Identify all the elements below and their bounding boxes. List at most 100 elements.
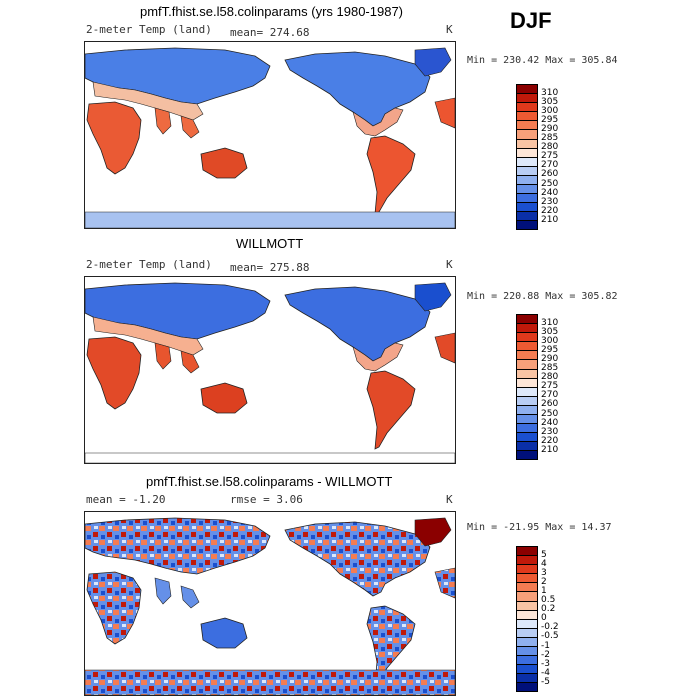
panel-3-map-svg: [85, 517, 455, 695]
europe-wrap-land: [434, 97, 455, 129]
colorbar-tick-label: 1: [541, 585, 547, 596]
colorbar-tick-label: 305: [541, 326, 559, 337]
colorbar-row: 220: [516, 432, 558, 445]
greenland-land: [414, 517, 452, 547]
colorbar-swatch: [516, 323, 538, 333]
colorbar-row: 5: [516, 546, 559, 559]
colorbar-swatch: [516, 386, 538, 396]
panel-1-title: pmfT.fhist.se.l58.colinparams (yrs 1980-…: [140, 4, 404, 19]
colorbar-tick-label: -0.2: [541, 622, 559, 633]
colorbar-swatch: [516, 368, 538, 378]
colorbar-swatch: [516, 165, 538, 175]
colorbar-tick-label: 275: [541, 381, 559, 392]
colorbar-row: 0.2: [516, 600, 559, 614]
colorbar-row: 260: [516, 165, 558, 179]
antarctica-land: [85, 452, 455, 463]
colorbar-row: [516, 450, 558, 460]
colorbar-tick-label: 310: [541, 317, 559, 328]
colorbar-tick-label: 260: [541, 399, 559, 410]
colorbar-row: 260: [516, 395, 558, 409]
colorbar-tick-label: 240: [541, 417, 559, 428]
panel-3-mean-label: mean = -1.20: [86, 493, 166, 506]
colorbar-row: 240: [516, 184, 558, 197]
panel-3-minmax: Min = -21.95 Max = 14.37: [467, 522, 612, 533]
colorbar-tick-label: 290: [541, 353, 559, 364]
colorbar-tick-label: 295: [541, 114, 559, 125]
colorbar-tick-label: -1: [541, 640, 550, 651]
colorbar-tick-label: 220: [541, 435, 559, 446]
colorbar-row: 290: [516, 350, 558, 363]
colorbar-tick-label: 275: [541, 151, 559, 162]
panel-3-rmse-label: rmse = 3.06: [230, 493, 303, 506]
panel-2-units: K: [446, 258, 453, 271]
colorbar-swatch: [516, 395, 538, 405]
colorbar-swatch: [516, 156, 538, 166]
south-america-land: [366, 135, 416, 215]
colorbar-tick-label: 220: [541, 205, 559, 216]
colorbar-row: -0.5: [516, 627, 559, 641]
africa-land: [86, 101, 142, 175]
colorbar-row: 3: [516, 564, 559, 577]
colorbar-tick-label: -4: [541, 667, 550, 678]
colorbar-swatch: [516, 664, 538, 674]
colorbar-tick-label: 0.5: [541, 595, 556, 606]
se-asia-land: [180, 350, 200, 374]
colorbar-swatch: [516, 573, 538, 583]
colorbar-swatch: [516, 111, 538, 121]
colorbar-swatch: [516, 423, 538, 433]
colorbar-swatch: [516, 341, 538, 351]
south-america-land: [366, 605, 416, 685]
colorbar-row: 300: [516, 332, 558, 345]
panel-3-colorbar: 5 4 3 2 1 0.5 0.2 0 -0.2 -0.5 -1 -2 -3 -4 -5: [516, 546, 559, 692]
colorbar-swatch: [516, 450, 538, 460]
panel-2-map: [84, 276, 456, 464]
antarctica-land: [85, 211, 455, 228]
panel-3-title: pmfT.fhist.se.l58.colinparams - WILLMOTT: [146, 474, 393, 489]
colorbar-swatch: [516, 618, 538, 628]
panel-3-map: [84, 511, 456, 696]
colorbar-swatch: [516, 377, 538, 387]
colorbar-swatch: [516, 682, 538, 692]
colorbar-swatch: [516, 102, 538, 112]
colorbar-tick-label: 3: [541, 567, 547, 578]
panel-2-title: WILLMOTT: [236, 236, 304, 251]
season-label: DJF: [510, 8, 552, 33]
colorbar-row: -1: [516, 636, 559, 650]
colorbar-row: 310: [516, 314, 558, 327]
europe-wrap-land: [434, 332, 455, 364]
colorbar-tick-label: 0: [541, 613, 547, 624]
se-asia-land: [180, 585, 200, 609]
panel-1-map-svg: [85, 47, 455, 228]
panel-1-mean-label: mean= 274.68: [230, 26, 310, 39]
colorbar-tick-label: 300: [541, 335, 559, 346]
colorbar-tick-label: 310: [541, 87, 559, 98]
colorbar-swatch: [516, 202, 538, 212]
colorbar-row: 280: [516, 138, 558, 152]
colorbar-swatch: [516, 120, 538, 130]
europe-wrap-land: [434, 567, 455, 599]
colorbar-tick-label: 285: [541, 363, 559, 374]
australia-land: [200, 382, 248, 414]
colorbar-tick-label: 280: [541, 372, 559, 383]
colorbar-row: [516, 220, 558, 230]
panel-2-mean-label: mean= 275.88: [230, 261, 310, 274]
colorbar-row: 295: [516, 111, 558, 124]
colorbar-tick-label: 250: [541, 178, 559, 189]
colorbar-swatch: [516, 129, 538, 139]
colorbar-swatch: [516, 609, 538, 619]
colorbar-tick-label: -3: [541, 658, 550, 669]
colorbar-swatch: [516, 564, 538, 574]
panel-1-variable-label: 2-meter Temp (land): [86, 23, 212, 36]
greenland-land: [414, 282, 452, 312]
colorbar-row: 305: [516, 93, 558, 106]
colorbar-swatch: [516, 147, 538, 157]
south-america-land: [366, 370, 416, 450]
colorbar-tick-label: 230: [541, 196, 559, 207]
north-america-land: [284, 521, 431, 597]
colorbar-swatch: [516, 546, 538, 556]
colorbar-swatch: [516, 138, 538, 148]
colorbar-tick-label: 250: [541, 408, 559, 419]
colorbar-tick-label: -0.5: [541, 631, 559, 642]
colorbar-tick-label: 305: [541, 96, 559, 107]
colorbar-swatch: [516, 220, 538, 230]
